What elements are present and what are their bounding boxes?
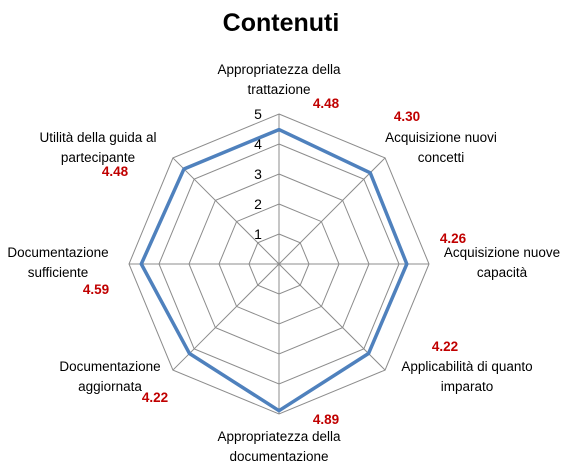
data-point bbox=[367, 352, 371, 356]
data-point bbox=[277, 409, 281, 413]
chart-title: Contenuti bbox=[223, 9, 340, 37]
value-label: 4.89 bbox=[313, 412, 339, 427]
data-point bbox=[182, 167, 186, 171]
tick-label: 5 bbox=[254, 106, 262, 122]
data-point bbox=[139, 262, 143, 266]
radar-labels: 1 2 3 4 5 Appropriatezza della trattazione Acqu… bbox=[7, 62, 560, 464]
radar-grid bbox=[128, 113, 430, 415]
value-label: 4.48 bbox=[102, 164, 129, 179]
data-point bbox=[187, 352, 191, 356]
category-label: Documentazione bbox=[59, 359, 160, 374]
category-label: partecipante bbox=[61, 150, 135, 165]
category-label: Appropriatezza della bbox=[217, 429, 341, 444]
category-label: Acquisizione nuove bbox=[444, 245, 560, 260]
data-point bbox=[405, 262, 409, 266]
category-label: imparato bbox=[441, 379, 494, 394]
value-label: 4.30 bbox=[394, 109, 420, 124]
tick-label: 2 bbox=[254, 196, 262, 212]
category-label: aggiornata bbox=[78, 379, 142, 394]
category-label: sufficiente bbox=[28, 265, 89, 280]
category-label: Acquisizione nuovi bbox=[385, 130, 497, 145]
value-label: 4.48 bbox=[313, 96, 340, 111]
tick-label: 4 bbox=[254, 136, 262, 152]
tick-label: 3 bbox=[254, 166, 262, 182]
category-label: Applicabilità di quanto bbox=[401, 359, 532, 374]
tick-label: 1 bbox=[254, 226, 262, 242]
category-label: documentazione bbox=[229, 449, 328, 464]
value-label: 4.22 bbox=[432, 339, 458, 354]
category-label: Documentazione bbox=[7, 245, 108, 260]
category-label: trattazione bbox=[247, 82, 310, 97]
value-label: 4.26 bbox=[440, 231, 467, 246]
category-label: Appropriatezza della bbox=[217, 62, 341, 77]
data-point bbox=[368, 171, 372, 175]
radar-series bbox=[139, 127, 409, 413]
value-label: 4.59 bbox=[83, 282, 109, 297]
category-label: Utilità della guida al bbox=[39, 130, 156, 145]
grid-spoke bbox=[172, 157, 280, 265]
value-label: 4.22 bbox=[142, 390, 168, 405]
data-point bbox=[277, 128, 281, 132]
grid-spoke bbox=[278, 157, 386, 265]
category-label: concetti bbox=[418, 150, 465, 165]
category-label: capacità bbox=[477, 265, 528, 280]
